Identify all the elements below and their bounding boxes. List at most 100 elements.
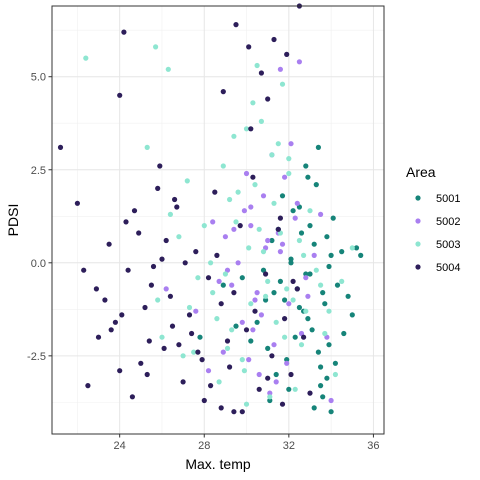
- point-area-5003: [239, 357, 245, 363]
- point-area-5004: [112, 319, 118, 325]
- point-area-5003: [339, 278, 345, 284]
- point-area-5003: [83, 55, 89, 61]
- point-area-5004: [205, 275, 212, 281]
- point-area-5001: [277, 278, 283, 284]
- point-area-5004: [231, 290, 237, 296]
- point-area-5004: [214, 252, 220, 258]
- point-area-5004: [57, 144, 64, 150]
- point-area-5004: [106, 241, 112, 247]
- point-area-5001: [324, 234, 330, 240]
- point-area-5004: [172, 196, 178, 203]
- point-area-5003: [267, 394, 273, 400]
- point-area-5004: [186, 312, 193, 318]
- point-area-5001: [288, 260, 294, 266]
- x-axis-title: Max. temp: [185, 456, 251, 472]
- point-area-5003: [186, 304, 193, 311]
- point-area-5002: [239, 319, 245, 325]
- point-area-5003: [231, 133, 237, 139]
- point-area-5002: [294, 200, 300, 206]
- point-area-5004: [248, 126, 254, 132]
- point-area-5004: [131, 208, 138, 214]
- point-area-5003: [322, 330, 328, 337]
- point-area-5002: [265, 237, 271, 244]
- point-area-5003: [176, 234, 182, 240]
- point-area-5004: [142, 304, 148, 311]
- legend-label-5004: 5004: [436, 262, 460, 274]
- point-area-5003: [279, 81, 286, 87]
- point-area-5001: [269, 237, 275, 244]
- y-tick-label: 2.5: [31, 165, 46, 177]
- point-area-5004: [121, 29, 127, 35]
- point-area-5004: [265, 375, 271, 381]
- point-area-5001: [313, 182, 319, 188]
- point-area-5001: [307, 223, 313, 229]
- point-area-5002: [254, 290, 260, 296]
- point-area-5003: [258, 118, 264, 124]
- point-area-5002: [273, 379, 279, 385]
- point-area-5004: [220, 89, 226, 95]
- point-area-5001: [326, 263, 332, 270]
- point-area-5004: [258, 70, 264, 76]
- point-area-5002: [243, 170, 250, 177]
- point-area-5004: [81, 267, 87, 273]
- point-area-5002: [284, 360, 290, 366]
- point-area-5003: [282, 334, 288, 340]
- point-area-5001: [220, 282, 226, 288]
- point-area-5002: [229, 282, 235, 288]
- point-area-5004: [271, 36, 277, 43]
- point-area-5003: [271, 200, 277, 206]
- point-area-5003: [254, 62, 260, 69]
- point-area-5001: [315, 144, 321, 150]
- point-area-5004: [208, 383, 214, 389]
- point-area-5003: [290, 297, 296, 303]
- point-area-5001: [305, 174, 311, 180]
- point-area-5004: [227, 364, 233, 370]
- point-area-5004: [243, 327, 250, 333]
- point-area-5004: [155, 185, 161, 191]
- point-area-5004: [180, 379, 186, 385]
- point-area-5001: [328, 409, 334, 415]
- point-area-5004: [288, 371, 294, 378]
- y-axis: -2.5 0.0 2.5 5.0: [27, 72, 52, 363]
- point-area-5001: [341, 330, 347, 337]
- point-area-5003: [224, 345, 231, 351]
- point-area-5003: [269, 152, 275, 158]
- point-area-5004: [265, 96, 271, 102]
- point-area-5004: [250, 174, 256, 180]
- point-area-5001: [345, 293, 351, 299]
- point-area-5002: [224, 267, 231, 273]
- point-area-5004: [167, 293, 173, 299]
- point-area-5002: [282, 174, 288, 180]
- point-area-5004: [233, 22, 239, 28]
- point-area-5004: [157, 163, 163, 169]
- point-area-5001: [339, 249, 345, 255]
- point-area-5001: [290, 208, 296, 214]
- point-area-5001: [318, 364, 324, 370]
- point-area-5003: [275, 141, 281, 147]
- point-area-5004: [136, 230, 142, 236]
- point-area-5003: [165, 66, 171, 72]
- legend-label-5003: 5003: [436, 239, 460, 251]
- point-area-5001: [260, 267, 267, 273]
- point-area-5003: [263, 293, 269, 299]
- point-area-5003: [332, 371, 338, 378]
- point-area-5004: [239, 409, 245, 415]
- point-area-5003: [184, 178, 190, 184]
- point-area-5003: [260, 249, 267, 255]
- point-area-5004: [102, 297, 108, 303]
- point-area-5002: [260, 193, 267, 199]
- point-area-5001: [315, 349, 321, 355]
- x-tick-label: 36: [367, 440, 379, 452]
- point-area-5004: [218, 405, 224, 411]
- point-area-5004: [189, 330, 195, 337]
- point-area-5001: [286, 386, 292, 392]
- point-area-5002: [292, 215, 298, 221]
- point-area-5003: [227, 196, 233, 203]
- point-area-5001: [265, 345, 271, 351]
- point-area-5003: [153, 44, 159, 50]
- point-area-5002: [250, 327, 256, 333]
- point-area-5001: [267, 397, 273, 404]
- point-area-5003: [201, 223, 207, 229]
- point-area-5003: [159, 334, 165, 340]
